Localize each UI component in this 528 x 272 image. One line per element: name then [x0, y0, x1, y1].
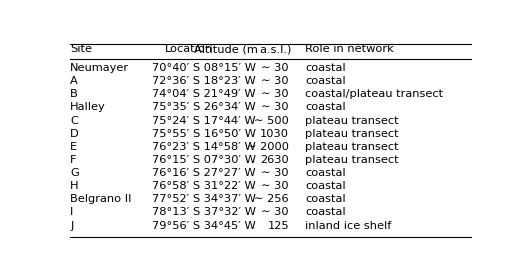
Text: Neumayer: Neumayer [70, 63, 129, 73]
Text: plateau transect: plateau transect [305, 142, 399, 152]
Text: coastal: coastal [305, 102, 346, 112]
Text: Site: Site [70, 44, 92, 54]
Text: ∼ 30: ∼ 30 [261, 63, 289, 73]
Text: Location: Location [165, 44, 213, 54]
Text: I: I [70, 208, 73, 217]
Text: 75°35′ S 26°34′ W: 75°35′ S 26°34′ W [152, 102, 256, 112]
Text: plateau transect: plateau transect [305, 116, 399, 126]
Text: coastal: coastal [305, 63, 346, 73]
Text: coastal: coastal [305, 168, 346, 178]
Text: 79°56′ S 34°45′ W: 79°56′ S 34°45′ W [152, 221, 256, 231]
Text: Halley: Halley [70, 102, 106, 112]
Text: G: G [70, 168, 79, 178]
Text: ∼ 30: ∼ 30 [261, 168, 289, 178]
Text: ∼ 30: ∼ 30 [261, 89, 289, 99]
Text: C: C [70, 116, 78, 126]
Text: ∼ 30: ∼ 30 [261, 208, 289, 217]
Text: ∼ 500: ∼ 500 [254, 116, 289, 126]
Text: plateau transect: plateau transect [305, 129, 399, 139]
Text: 75°24′ S 17°44′ W: 75°24′ S 17°44′ W [152, 116, 256, 126]
Text: ∼ 30: ∼ 30 [261, 76, 289, 86]
Text: 70°40′ S 08°15′ W: 70°40′ S 08°15′ W [152, 63, 256, 73]
Text: 76°15′ S 07°30′ W: 76°15′ S 07°30′ W [152, 155, 256, 165]
Text: A: A [70, 76, 78, 86]
Text: 77°52′ S 34°37′ W: 77°52′ S 34°37′ W [152, 194, 256, 204]
Text: ∼ 30: ∼ 30 [261, 181, 289, 191]
Text: 76°23′ S 14°58′ W: 76°23′ S 14°58′ W [152, 142, 256, 152]
Text: 2630: 2630 [260, 155, 289, 165]
Text: E: E [70, 142, 77, 152]
Text: coastal: coastal [305, 181, 346, 191]
Text: Belgrano II: Belgrano II [70, 194, 131, 204]
Text: coastal: coastal [305, 208, 346, 217]
Text: 74°04′ S 21°49′ W: 74°04′ S 21°49′ W [152, 89, 256, 99]
Text: Altitude (m a.s.l.): Altitude (m a.s.l.) [194, 44, 291, 54]
Text: coastal/plateau transect: coastal/plateau transect [305, 89, 444, 99]
Text: 75°55′ S 16°50′ W: 75°55′ S 16°50′ W [152, 129, 256, 139]
Text: 125: 125 [267, 221, 289, 231]
Text: coastal: coastal [305, 194, 346, 204]
Text: ∼ 256: ∼ 256 [254, 194, 289, 204]
Text: F: F [70, 155, 77, 165]
Text: J: J [70, 221, 73, 231]
Text: H: H [70, 181, 79, 191]
Text: inland ice shelf: inland ice shelf [305, 221, 392, 231]
Text: ∼ 30: ∼ 30 [261, 102, 289, 112]
Text: 76°16′ S 27°27′ W: 76°16′ S 27°27′ W [152, 168, 256, 178]
Text: D: D [70, 129, 79, 139]
Text: Role in network: Role in network [305, 44, 394, 54]
Text: coastal: coastal [305, 76, 346, 86]
Text: B: B [70, 89, 78, 99]
Text: ∼ 2000: ∼ 2000 [247, 142, 289, 152]
Text: 1030: 1030 [260, 129, 289, 139]
Text: plateau transect: plateau transect [305, 155, 399, 165]
Text: 78°13′ S 37°32′ W: 78°13′ S 37°32′ W [152, 208, 256, 217]
Text: 76°58′ S 31°22′ W: 76°58′ S 31°22′ W [152, 181, 256, 191]
Text: 72°36′ S 18°23′ W: 72°36′ S 18°23′ W [152, 76, 256, 86]
